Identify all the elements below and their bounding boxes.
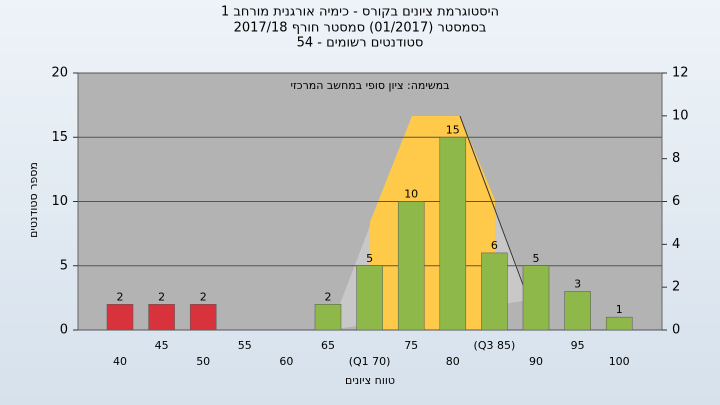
bar: [439, 137, 467, 331]
x-tick-label: (Q3 85): [474, 339, 516, 352]
bar: [148, 304, 175, 331]
x-tick-label: 95: [571, 339, 585, 352]
x-tick-label: 45: [155, 339, 169, 352]
bar: [564, 291, 591, 331]
y-tick-label: 0: [60, 323, 68, 338]
x-tick-label: 100: [609, 355, 630, 368]
y2-tick-label: 12: [672, 66, 689, 81]
bar: [314, 304, 342, 331]
y2-tick-label: 10: [672, 108, 689, 123]
bar: [189, 304, 217, 331]
y2-tick-label: 4: [672, 237, 680, 252]
bar: [106, 304, 134, 331]
x-tick-label: 75: [404, 339, 418, 352]
annotation: במשימה: ציון סופי במחשב המרכזי: [290, 79, 449, 92]
x-tick-label: 40: [113, 355, 127, 368]
y-tick-label: 5: [60, 258, 68, 273]
x-tick-label: 50: [196, 355, 210, 368]
x-tick-label: 55: [238, 339, 252, 352]
y-tick-label: 15: [51, 130, 68, 145]
y2-tick-label: 2: [672, 280, 680, 295]
x-tick-label: 80: [446, 355, 460, 368]
data-label: 6: [491, 239, 498, 252]
data-label: 15: [446, 123, 460, 136]
y2-tick-label: 6: [672, 194, 680, 209]
data-label: 2: [325, 290, 332, 303]
bar: [356, 265, 383, 331]
chart-subtitle: בסמסטר (01/2017) סמסטר חורף 2017/18: [234, 21, 487, 36]
chart-subtitle: סטודנטים רשומים - 54: [297, 36, 424, 51]
data-label: 1: [616, 303, 623, 316]
y2-tick-label: 8: [672, 151, 680, 166]
x-tick-label: (Q1 70): [349, 355, 391, 368]
y-axis-label: מספר סטודנטים: [27, 162, 40, 238]
distribution-line: [459, 115, 526, 291]
y2-tick-label: 0: [672, 323, 680, 338]
data-label: 10: [404, 188, 418, 201]
x-tick-label: 90: [529, 355, 543, 368]
chart-title: היסטוגרמת ציונים בקורס - כימיה אורגנית מ…: [221, 5, 499, 20]
data-label: 2: [158, 290, 165, 303]
data-label: 2: [117, 290, 124, 303]
bar: [522, 265, 550, 331]
x-axis-label: טווח ציונים: [345, 374, 395, 387]
data-label: 2: [200, 290, 207, 303]
data-label: 5: [366, 252, 373, 265]
y-tick-label: 10: [51, 194, 68, 209]
bar: [481, 252, 508, 331]
x-tick-label: 65: [321, 339, 335, 352]
data-label: 3: [574, 277, 581, 290]
bar: [605, 316, 633, 331]
y-tick-label: 20: [51, 66, 68, 81]
bar: [397, 201, 425, 331]
x-tick-label: 60: [279, 355, 293, 368]
data-label: 5: [533, 252, 540, 265]
